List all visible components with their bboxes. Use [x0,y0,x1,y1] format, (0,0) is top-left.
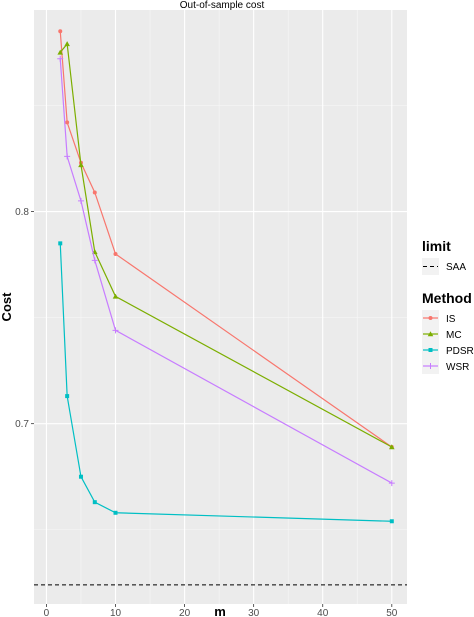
series-pdsr [58,241,394,524]
legend-key-marker-pdsr [428,348,433,352]
series-line-wsr [59,58,393,484]
data-point-pdsr [58,241,63,246]
data-point-mc [78,162,84,168]
series-line-is [59,31,393,448]
x-tick-label: 30 [248,608,260,617]
legend-keys-method [422,310,439,374]
data-point-wsr [112,327,119,334]
legend-label-mc: MC [446,330,462,341]
y-tick-label: 0.8 [15,207,29,218]
data-point-is [58,29,63,34]
grid-major [34,10,407,604]
y-axis-title: Cost [0,292,14,322]
data-point-wsr [91,257,98,264]
plot-panel [34,10,407,604]
legend-label-wsr: WSR [446,362,469,373]
legend-label-saa: SAA [446,262,466,273]
x-tick-label: 20 [179,608,191,617]
legend-key-marker-wsr [427,363,434,369]
series-wsr [57,55,395,487]
legend: limit SAA Method IS MC PDSR WSR [422,238,474,374]
data-point-pdsr [65,394,70,399]
data-point-mc [112,293,119,299]
axis-ticks: 0 10 20 30 40 50 0.7 0.8 [15,207,398,617]
series-layer [57,29,395,524]
x-tick-label: 40 [317,608,329,617]
x-axis-title: m [214,604,226,617]
data-point-is [92,190,97,195]
y-tick-label: 0.7 [15,419,29,430]
data-point-is [65,120,70,125]
data-point-wsr [77,197,84,204]
x-tick-label: 10 [110,608,122,617]
x-tick-label: 0 [44,608,50,617]
data-point-wsr [57,55,64,62]
chart-title: Out-of-sample cost [180,0,265,11]
data-point-mc [64,41,70,47]
legend-label-is: IS [446,314,456,325]
data-point-pdsr [389,519,394,524]
data-point-pdsr [113,510,118,515]
legend-title-method: Method [422,290,472,306]
series-line-pdsr [59,243,392,522]
legend-key-marker-mc [427,331,434,337]
legend-title-limit: limit [422,238,451,254]
series-mc [57,41,395,450]
data-point-wsr [64,153,71,160]
legend-key-marker-is [428,316,433,320]
data-point-wsr [388,480,395,487]
data-point-pdsr [92,500,97,505]
x-tick-label: 50 [386,608,398,617]
data-point-mc [389,444,395,450]
data-point-is [113,251,118,256]
data-point-pdsr [78,474,83,479]
legend-label-pdsr: PDSR [446,346,474,357]
legend-key-saa [422,258,439,275]
data-point-mc [57,49,64,55]
grid-minor [34,10,407,604]
